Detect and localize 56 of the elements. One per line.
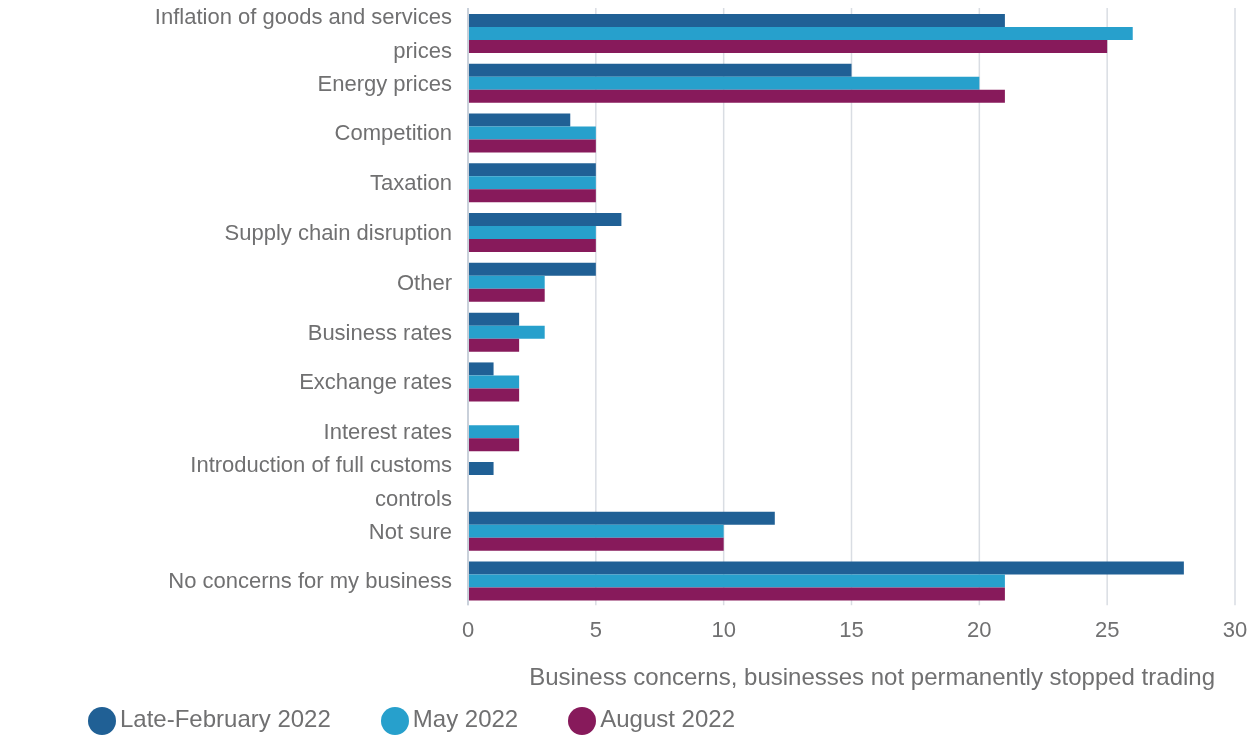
y-tick-label: Supply chain disruption <box>224 219 452 245</box>
x-tick-label: 5 <box>589 616 602 642</box>
y-tick-label: No concerns for my business <box>168 567 452 593</box>
bar <box>468 262 596 276</box>
bar <box>468 275 545 289</box>
x-tick-label: 15 <box>839 616 864 642</box>
bar <box>468 13 1005 27</box>
x-tick-label: 10 <box>711 616 736 642</box>
bar <box>468 312 520 326</box>
bar <box>468 226 596 240</box>
bar <box>468 338 520 352</box>
bar <box>468 587 1005 601</box>
legend-label: August 2022 <box>600 705 735 733</box>
y-tick-label: Energy prices <box>317 70 452 96</box>
bar <box>468 388 520 402</box>
bar <box>468 39 1108 53</box>
y-tick-label: Exchange rates <box>299 368 452 394</box>
bar <box>468 239 596 253</box>
bar <box>468 63 852 77</box>
bar <box>468 375 520 389</box>
bar <box>468 511 775 525</box>
bar <box>468 362 494 376</box>
bar <box>468 113 571 127</box>
y-tick-label: Not sure <box>368 518 452 544</box>
bar <box>468 438 520 452</box>
y-tick-label: Competition <box>334 119 452 145</box>
bar <box>468 524 724 538</box>
bar <box>468 26 1133 40</box>
bar <box>468 425 520 439</box>
x-tick-label: 20 <box>967 616 992 642</box>
bar <box>468 325 545 339</box>
bar <box>468 176 596 190</box>
bar <box>468 189 596 203</box>
y-tick-label: Other <box>396 269 452 295</box>
bar <box>468 139 596 153</box>
y-tick-label: Interest rates <box>323 418 452 444</box>
bar <box>468 288 545 302</box>
bar <box>468 163 596 177</box>
y-tick-label: Business rates <box>307 319 452 345</box>
bar <box>468 213 622 227</box>
x-axis-title: Business concerns, businesses not permanently stopped trading <box>529 663 1215 691</box>
bar <box>468 574 1005 588</box>
bar <box>468 561 1184 575</box>
x-tick-label: 25 <box>1094 616 1120 642</box>
y-tick-label: Taxation <box>370 169 452 195</box>
x-tick-label: 0 <box>461 616 475 642</box>
bar <box>468 126 596 140</box>
legend-label: Late-February 2022 <box>120 705 331 733</box>
y-tick-label: Introduction of full customs controls <box>190 451 452 511</box>
bar <box>468 89 1005 103</box>
bar <box>468 461 494 475</box>
bar <box>468 537 724 551</box>
legend-label: May 2022 <box>412 705 519 733</box>
bar <box>468 76 980 90</box>
x-tick-label: 30 <box>1222 616 1248 642</box>
y-tick-label: Inflation of goods and services prices <box>154 3 452 63</box>
